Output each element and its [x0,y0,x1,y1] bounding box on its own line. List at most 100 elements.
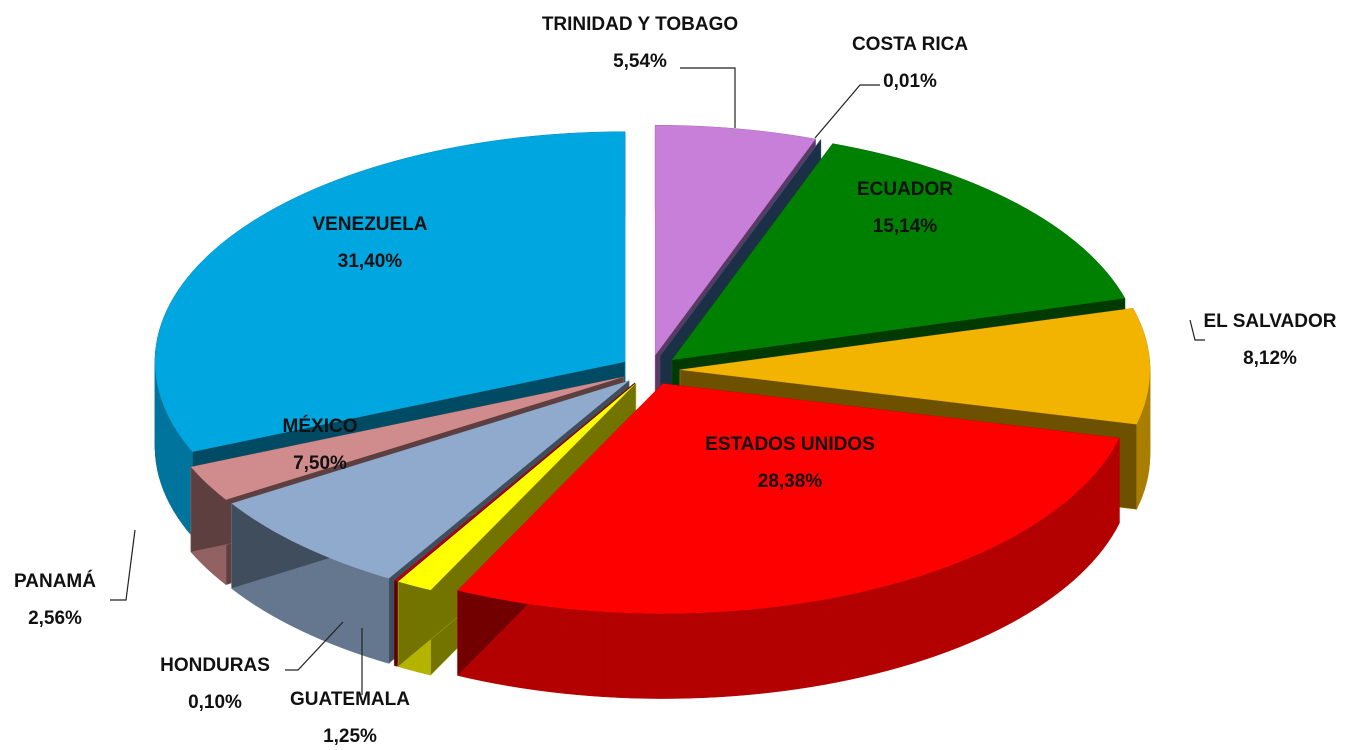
slice-side [756,607,771,695]
slice-side [590,610,605,698]
slice-side [784,603,798,692]
slice-side [645,613,661,699]
leader-line [680,67,736,128]
slice-value-label: 7,50% [293,453,347,474]
slice-side [342,562,355,653]
slice-side [659,613,675,699]
slice-side [1092,469,1099,563]
slice-side [631,612,647,699]
slice-top [679,308,1150,425]
slice-side [169,418,174,512]
slice-top [655,125,816,356]
slice-side [1080,482,1087,575]
slice-side [1102,457,1108,550]
slice-value-label: 1,25% [323,726,377,747]
slice-value-label: 28,38% [758,471,823,492]
slice-side [1141,405,1145,497]
slice-side [770,605,785,693]
slice-side [998,539,1009,630]
slice-label: VENEZUELA [312,214,427,235]
slice-side [617,612,633,699]
slice-side [1043,512,1052,604]
slice-side [823,596,838,685]
slice-side [331,558,344,649]
slice-label: HONDURAS [160,655,270,676]
leader-line [814,84,880,139]
slice-top [660,139,821,356]
slice-side [967,553,979,644]
slice-side [978,548,990,640]
slice-value-label: 5,54% [613,51,667,72]
slice-side [522,602,537,691]
leader-line [110,529,136,601]
slice-side [1066,494,1074,587]
slice-label: PANAMÁ [14,570,96,592]
slice-value-label: 15,14% [873,216,938,237]
slice-side [875,585,889,675]
slice-side [535,604,550,693]
slice-side [160,398,164,491]
slice-side [849,591,864,680]
slice-side [743,608,758,696]
slice-side [1035,517,1044,610]
slice-side [166,412,171,505]
slice-side [576,609,591,697]
slice-side [673,612,689,699]
slice-side [163,405,167,498]
slice-side [182,438,188,532]
slice-side [353,566,366,657]
slice-label: GUATEMALA [290,689,410,710]
slice-label: EL SALVADOR [1203,311,1336,332]
slice-label: ESTADOS UNIDOS [705,434,875,455]
slice-label: ECUADOR [857,179,953,200]
slice-side [988,543,1000,635]
slice-side [899,578,913,668]
slice-side [911,574,924,664]
slice-side [173,424,178,519]
slice-side [1136,417,1140,510]
slice-side [1086,476,1093,569]
slice-side [321,554,333,645]
slice-side [862,588,876,677]
slice-side [376,574,390,664]
slice-label: COSTA RICA [852,34,968,55]
slice-value-label: 0,10% [188,692,242,713]
slice-side [1051,506,1060,599]
slice-side [549,606,564,694]
slice-side [957,558,969,649]
slice-top [457,383,1120,614]
slice-side [797,601,812,690]
slice-top [190,376,624,500]
slice-side [1017,528,1027,620]
slice-value-label: 8,12% [1243,348,1297,369]
slice-side [1008,533,1018,625]
slice-side [1059,500,1067,593]
slice-label: MÉXICO [283,415,358,437]
slice-side [1115,437,1120,530]
slice-side [729,609,744,697]
slice-value-label: 31,40% [338,251,403,272]
slice-side [1107,450,1113,544]
slice-side [365,570,378,661]
slice-side [887,581,901,671]
slice-value-label: 0,01% [883,71,937,92]
slice [457,382,1120,699]
slice-side [810,599,825,688]
slice-value-label: 2,56% [28,608,82,629]
slice-side [923,570,936,661]
slice-side [701,611,716,699]
leader-line [1189,319,1205,341]
slice-side [1144,398,1147,491]
slice-side [715,610,730,698]
slice-top [231,380,630,579]
slice-top [394,382,635,582]
slice-top [398,383,636,591]
slice-side [562,608,577,695]
slice-label: TRINIDAD Y TOBAGO [542,14,738,35]
slice-side [1139,411,1143,504]
slice-side [934,566,947,657]
slice-side [1111,443,1117,538]
slice-side [946,562,958,653]
leader-line [285,621,344,671]
